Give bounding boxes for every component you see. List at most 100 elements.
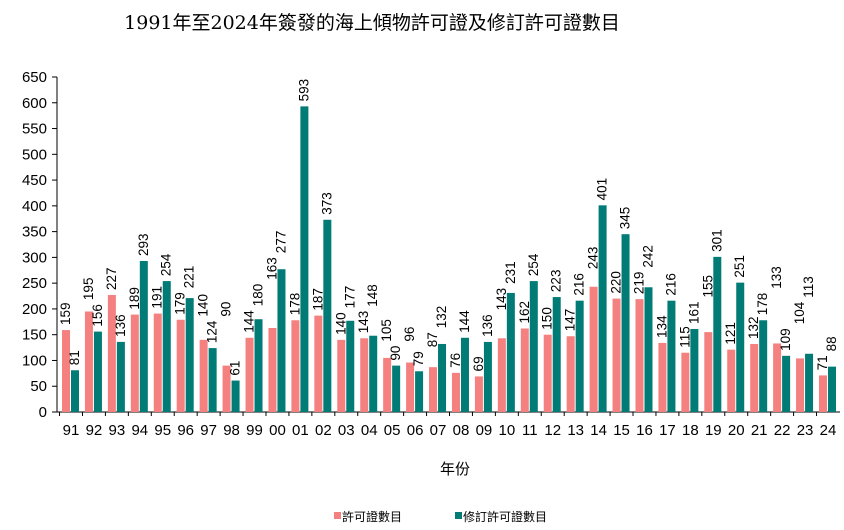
y-tick-label: 450 — [22, 172, 47, 189]
bar-permits — [451, 372, 460, 412]
data-label: 177 — [342, 286, 357, 309]
bar-amended-permits — [713, 256, 722, 412]
data-label: 220 — [609, 271, 624, 294]
bar-permits — [727, 349, 736, 412]
x-tick-label: 14 — [590, 422, 607, 439]
data-label: 109 — [778, 328, 793, 351]
data-label: 121 — [723, 322, 738, 345]
bar-permits — [199, 339, 208, 412]
y-tick-label: 250 — [22, 275, 47, 292]
data-label: 69 — [471, 356, 486, 371]
bar-amended-permits — [736, 282, 745, 412]
bar-permits — [497, 338, 506, 412]
data-label: 373 — [319, 192, 334, 215]
x-tick-label: 16 — [636, 422, 653, 439]
bar-amended-permits — [621, 234, 630, 412]
data-label: 159 — [58, 303, 73, 326]
bar-permits — [84, 311, 93, 412]
data-label: 163 — [264, 257, 279, 280]
data-label: 61 — [228, 361, 243, 376]
bar-permits — [819, 375, 827, 412]
data-label: 254 — [526, 253, 541, 276]
data-label: 136 — [480, 314, 495, 337]
data-label: 401 — [595, 178, 610, 201]
data-label: 90 — [219, 302, 234, 317]
data-label: 79 — [411, 351, 426, 366]
data-label: 221 — [182, 266, 197, 289]
data-label: 140 — [196, 294, 211, 317]
bar-amended-permits — [93, 331, 102, 412]
bar-permits — [796, 358, 805, 412]
bar-amended-permits — [254, 319, 263, 412]
bar-permits — [222, 365, 231, 412]
bar-permits — [566, 336, 575, 412]
bar-amended-permits — [346, 320, 355, 412]
data-label: 115 — [677, 326, 692, 348]
chart-title: 1991年至2024年簽發的海上傾物許可證及修訂許可證數目 — [124, 12, 620, 34]
data-label: 179 — [173, 292, 188, 315]
bar-permits — [543, 334, 552, 412]
bar-permits — [429, 367, 438, 412]
data-label: 178 — [755, 293, 770, 316]
data-label: 140 — [333, 312, 348, 335]
data-label: 180 — [251, 284, 266, 307]
bar-amended-permits — [805, 353, 814, 412]
bar-permits — [130, 314, 139, 412]
bar-amended-permits — [483, 341, 492, 412]
bar-permits — [176, 319, 185, 412]
bar-amended-permits — [415, 371, 424, 412]
x-tick-label: 96 — [177, 422, 194, 439]
data-label: 155 — [700, 275, 715, 298]
x-tick-label: 06 — [407, 422, 424, 439]
data-label: 88 — [824, 336, 839, 351]
y-tick-label: 650 — [22, 69, 47, 86]
data-label: 156 — [90, 304, 105, 327]
bar-permits — [520, 328, 529, 412]
bar-amended-permits — [392, 365, 401, 412]
bar-permits — [337, 339, 346, 412]
data-label: 189 — [127, 287, 142, 310]
data-label: 132 — [434, 306, 449, 329]
x-tick-label: 94 — [131, 422, 148, 439]
data-label: 216 — [663, 273, 678, 296]
data-label: 178 — [287, 293, 302, 316]
data-label: 301 — [709, 229, 724, 252]
bar-amended-permits — [139, 260, 148, 412]
y-tick-label: 500 — [22, 146, 47, 163]
legend-swatch-amended-permits — [455, 512, 462, 519]
bar-amended-permits — [71, 370, 79, 412]
bars — [62, 106, 836, 412]
data-label: 143 — [356, 311, 371, 334]
bar-permits — [773, 343, 782, 412]
bar-amended-permits — [690, 329, 699, 412]
x-tick-label: 99 — [246, 422, 263, 439]
bar-amended-permits — [277, 269, 286, 412]
y-tick-label: 400 — [22, 198, 47, 215]
x-tick-label: 23 — [797, 422, 814, 439]
y-tick-label: 300 — [22, 249, 47, 266]
x-tick-label: 18 — [682, 422, 699, 439]
x-tick-label: 02 — [315, 422, 332, 439]
x-tick-label: 13 — [567, 422, 584, 439]
data-label: 134 — [654, 315, 669, 338]
x-axis-label: 年份 — [440, 460, 470, 478]
bar-permits — [658, 342, 667, 412]
x-tick-label: 21 — [751, 422, 768, 439]
data-label: 195 — [81, 278, 96, 301]
x-tick-label: 22 — [774, 422, 791, 439]
legend-label-amended-permits: 修訂許可證數目 — [463, 509, 547, 524]
bar-amended-permits — [300, 106, 309, 412]
bar-permits — [406, 362, 415, 412]
legend-label-permits: 許可證數目 — [342, 509, 402, 524]
bar-permits — [314, 315, 323, 412]
bar-amended-permits — [598, 205, 607, 412]
data-label: 148 — [365, 284, 380, 307]
bar-permits — [107, 295, 116, 412]
data-label: 143 — [494, 288, 509, 311]
x-tick-label: 01 — [292, 422, 309, 439]
bar-permits — [681, 352, 690, 412]
bar-amended-permits — [759, 320, 768, 412]
x-tick-label: 08 — [453, 422, 470, 439]
bar-amended-permits — [231, 380, 240, 412]
